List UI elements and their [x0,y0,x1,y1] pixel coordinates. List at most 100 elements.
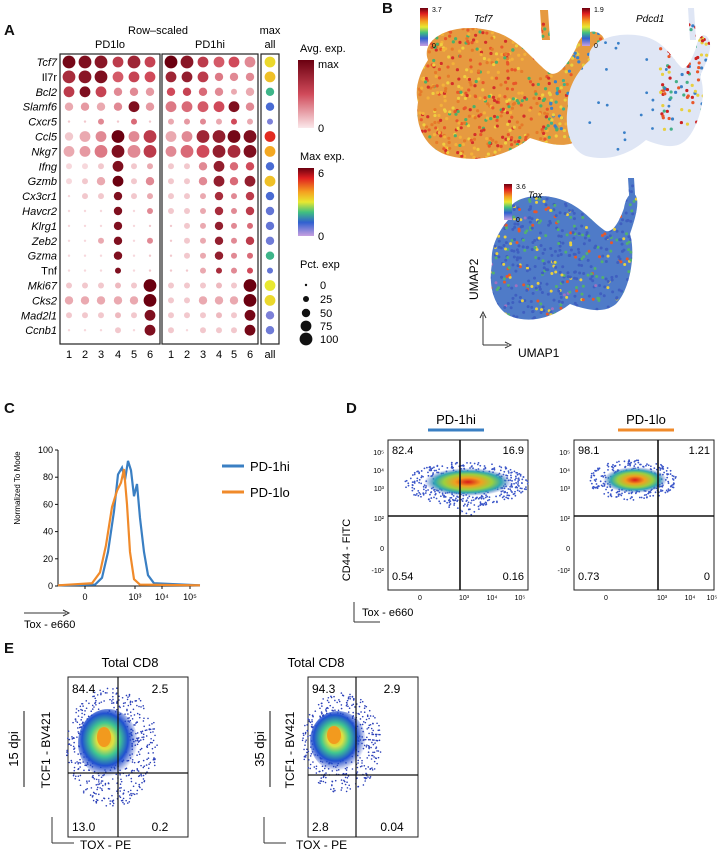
histogram-y-tick: 40 [43,527,53,537]
dot-pd1lo [115,267,121,274]
dot-pd1hi [181,131,193,142]
flow-e-left-dpi: 15 dpi [6,731,21,767]
dot-pd1hi [227,145,241,158]
dot-pd1hi [243,130,257,143]
dot-pd1hi [216,267,222,274]
dot-pd1lo [113,102,123,111]
pct-legend-label: 50 [320,308,332,320]
dot-pd1hi [200,327,206,334]
dot-pd1hi [214,296,224,305]
dot-pd1lo [79,131,91,142]
histogram-figure: Normalized To Mode 0 20 40 60 80 100 0 10³ 10⁴ 10… [13,445,290,630]
dot-pd1hi [200,282,206,289]
flow-e-left-ur: 2.5 [152,682,169,696]
x-tick-cluster: 3 [98,349,104,361]
flow-d-y-tick-pd1hi: 0 [380,546,384,553]
flow-d-y-tick-pd1hi: 10² [374,516,385,523]
flow-e-right-ylabel: TCF1 - BV421 [283,711,297,788]
dot-pd1hi [245,162,255,171]
dot-pd1hi [247,118,253,125]
dot-pd1hi [168,163,174,170]
dot-pd1hi [200,193,206,200]
dot-pd1hi [200,267,206,274]
flow-d-y-tick-pd1hi: -10² [372,568,385,575]
dot-pd1lo [96,177,106,186]
flow-d-figure: PD-1hi PD-1lo 82.4 16.9 0.54 0.16 98.1 1… [341,412,717,623]
flow-e-right-ur: 2.9 [384,682,401,696]
dot-pd1lo [131,312,137,319]
dot-pd1lo [80,102,90,111]
dot-pd1hi [184,297,190,304]
legend-label-pd1hi: PD-1hi [250,459,290,474]
pct-legend-label: 25 [320,294,332,306]
flow-d-plot-pd1lo: 98.1 1.21 0.73 0 [573,439,715,591]
dot-pd1lo [131,178,137,185]
dot-pd1hi [245,72,255,82]
dot-pd1hi [244,309,256,321]
pct-legend-dot [300,320,312,332]
dot-pd1lo [131,282,137,289]
dot-pd1hi [214,206,224,216]
dot-pd1hi [168,208,174,214]
pct-legend-label: 100 [320,334,338,346]
pct-legend-label: 0 [320,280,326,292]
dot-pd1lo [63,146,75,157]
series-line-pd1lo [57,468,201,587]
gene-label: Slamf6 [23,102,58,114]
dot-max [264,146,276,157]
dot-pd1lo [67,239,71,242]
flow-d-title-pd1lo: PD-1lo [626,412,666,427]
dot-pd1lo [62,55,76,69]
flow-d-y-tick-pd1lo: 10³ [560,486,571,493]
dot-pd1hi [247,252,253,259]
dot-pd1lo [83,224,87,228]
flow-e-left-lr: 0.2 [152,820,169,834]
dot-pd1hi [166,87,176,97]
flow-d-x-tick-pd1hi: 10⁴ [487,595,498,602]
dot-pd1lo [94,145,108,158]
dot-max [265,191,275,201]
pdcd1-label: Pdcd1 [636,14,664,25]
dot-pd1lo [147,193,153,200]
dot-pd1hi [184,282,190,289]
pct-exp-legend-title: Pct. exp [300,259,340,271]
dot-pd1lo [131,163,137,170]
flow-e-right-overlay: 94.3 2.9 2.8 0.04 [301,676,419,838]
flow-d-x-tick-pd1lo: 0 [604,595,608,602]
gene-label: Mki67 [28,281,58,293]
tox-scale-max: 3.6 [516,184,526,191]
dot-pd1hi [185,329,189,332]
histogram-ylabel: Normalized To Mode [13,451,22,525]
dot-max [264,295,276,306]
flow-e-right-title: Total CD8 [287,655,344,670]
dot-pd1hi [168,282,174,289]
dot-pd1hi [245,191,255,201]
dot-pd1lo [145,102,155,111]
dot-pd1lo [147,237,153,244]
dot-pd1hi [168,297,174,304]
dot-pd1hi [229,296,239,305]
flow-d-x-tick-pd1lo: 10⁴ [685,595,696,602]
flow-d-y-tick-pd1lo: 0 [566,546,570,553]
flow-d-y-tick-pd1hi: 10⁵ [373,450,384,457]
dot-pd1hi [214,221,224,231]
dot-pd1lo [145,87,155,97]
gene-label: Cxcr5 [28,117,58,129]
dot-pd1hi [184,118,190,125]
dot-pd1lo [115,282,121,289]
dot-pd1lo [144,71,156,83]
group-label-pd1hi: PD1hi [195,39,225,51]
dot-pd1hi [185,269,189,272]
dot-pd1lo [112,71,124,83]
dot-pd1lo [82,163,88,170]
dot-pd1hi [197,101,209,113]
pd1lo-q-ul: 98.1 [578,445,599,457]
dot-pd1hi [165,71,177,83]
flow-e-left-title: Total CD8 [101,655,158,670]
gene-label: Mad2l1 [21,310,57,322]
umap1-label: UMAP1 [518,346,560,360]
dot-pd1hi [247,222,253,229]
gene-label: Il7r [42,72,58,84]
dot-pd1hi [169,239,173,242]
x-tick-cluster: 5 [231,349,237,361]
